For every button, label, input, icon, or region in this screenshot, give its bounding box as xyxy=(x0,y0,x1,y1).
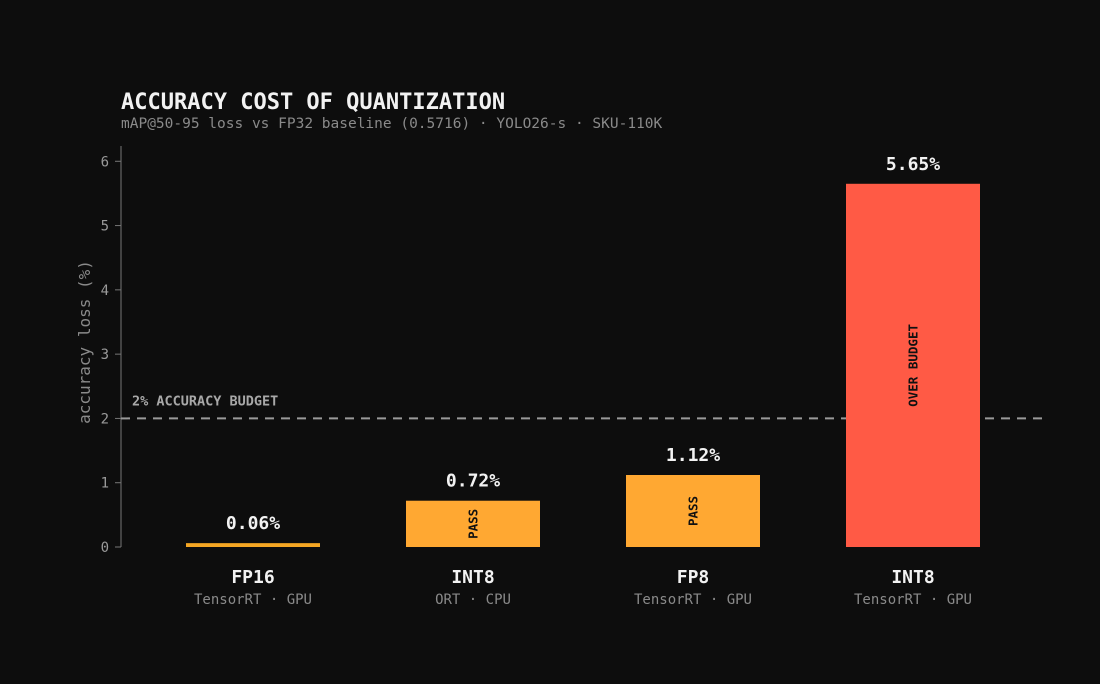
chart-subtitle: mAP@50-95 loss vs FP32 baseline (0.5716)… xyxy=(121,116,663,132)
category-sublabel: TensorRT · GPU xyxy=(634,592,752,608)
chart-title: ACCURACY COST OF QUANTIZATION xyxy=(121,90,505,115)
bar xyxy=(406,500,540,547)
category-label: INT8 xyxy=(451,567,494,588)
y-tick-label: 2 xyxy=(101,411,109,427)
budget-label: 2% ACCURACY BUDGET xyxy=(132,393,278,409)
bar xyxy=(186,543,320,547)
value-label: 0.06% xyxy=(226,513,280,534)
category-sublabel: TensorRT · GPU xyxy=(854,592,972,608)
y-ticks: 0 1 2 3 4 5 6 xyxy=(101,154,121,556)
category-label: FP8 xyxy=(677,567,710,588)
y-tick-label: 4 xyxy=(101,283,109,299)
y-tick-label: 1 xyxy=(101,476,109,492)
y-tick-label: 5 xyxy=(101,219,109,235)
x-labels: FP16 TensorRT · GPU INT8 ORT · CPU FP8 Tensor… xyxy=(194,567,972,608)
y-tick-label: 0 xyxy=(101,540,109,556)
bars: 0.06% 0.72% PASS 1.12% PASS 5.65% OVER BUDGET xyxy=(186,154,980,548)
category-label: INT8 xyxy=(891,567,934,588)
bar xyxy=(846,183,980,548)
y-axis-label: accuracy loss (%) xyxy=(75,260,94,424)
value-label: 0.72% xyxy=(446,471,500,492)
category-sublabel: ORT · CPU xyxy=(435,592,511,608)
bar xyxy=(626,475,760,547)
y-tick-label: 6 xyxy=(101,154,109,170)
y-tick-label: 3 xyxy=(101,347,109,363)
value-label: 1.12% xyxy=(666,445,720,466)
value-label: 5.65% xyxy=(886,154,940,175)
category-sublabel: TensorRT · GPU xyxy=(194,592,312,608)
category-label: FP16 xyxy=(231,567,274,588)
status-label: PASS xyxy=(466,509,481,539)
status-label: PASS xyxy=(686,496,701,526)
status-label: OVER BUDGET xyxy=(906,324,921,407)
